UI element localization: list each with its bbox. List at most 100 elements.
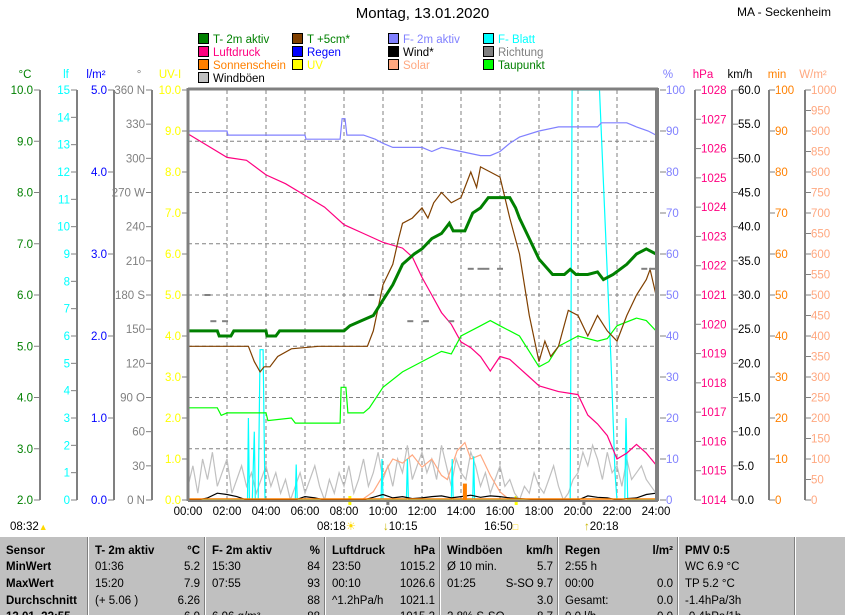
axis-tick-label-hum: 70	[666, 208, 679, 220]
cell-value: 1015.2	[399, 561, 435, 573]
legend-swatch	[483, 33, 494, 44]
axis-unit-uv: UV-I	[159, 69, 181, 81]
legend-item: Solar	[388, 59, 430, 72]
axis-tick-label-uv: 7.0	[165, 208, 181, 220]
left-time: 08:32▲	[10, 521, 48, 534]
header-label: Regen	[565, 545, 601, 557]
axis-tick-label-wind: 50.0	[738, 153, 760, 165]
table-cell: 6.96 g/m³ 88	[206, 609, 326, 615]
axis-tick-label-pres: 1020	[701, 319, 727, 331]
axis-tick-label-lf: 14	[57, 112, 70, 124]
column-3: Luftdruck hPa 23:50 1015.2 00:10 1026.6 ^1.2hP…	[325, 537, 441, 615]
column-sensor: Sensor MinWert MaxWert Durchschnitt 13.01. 2…	[0, 537, 88, 615]
x-tick-label: 14:00	[447, 506, 476, 518]
axis-tick-label-lf: 6	[64, 331, 70, 343]
axis-tick-label-lf: 5	[64, 358, 70, 370]
cell-left: 6.96 g/m³	[212, 609, 261, 615]
axis-tick-label-hum: 10	[666, 454, 679, 466]
axis-tick-label-wind: 25.0	[738, 324, 760, 336]
axis-tick-label-solar: 350	[811, 352, 830, 364]
table-cell: (+ 5.06 ) 6.26	[89, 593, 206, 609]
axis-tick-label-lf: 1	[64, 468, 70, 480]
axis-tick-label-solar: 100	[811, 454, 830, 466]
legend-item: Taupunkt	[483, 59, 545, 72]
legend-label: T +5cm*	[307, 34, 350, 46]
series-windb-en-line	[187, 443, 657, 503]
sunset-label: 16:50	[484, 521, 513, 533]
table-header: T- 2m aktiv °C	[89, 543, 206, 559]
axis-tick-label-lf: 9	[64, 249, 70, 261]
axis-tick-label-solar: 600	[811, 249, 830, 261]
table-cell: 2:55 h	[559, 559, 679, 575]
axis-tick-label-temp: 2.0	[17, 495, 33, 507]
series-luftdruck-line	[187, 133, 657, 466]
axis-tick-label-dir: 30	[132, 461, 145, 473]
axis-tick-label-pres: 1016	[701, 436, 727, 448]
axis-tick-label-hum: 30	[666, 372, 679, 384]
axis-tick-label-lf: 2	[64, 440, 70, 452]
axis-tick-label-wind: 30.0	[738, 290, 760, 302]
header-unit: %	[309, 545, 320, 557]
cell-left: 15:30	[212, 561, 241, 573]
axis-tick-label-uv: 5.0	[165, 290, 181, 302]
table-cell: 1015.2	[326, 609, 441, 615]
axis-tick-label-pres: 1021	[701, 290, 727, 302]
cell-value: 1026.6	[399, 578, 435, 590]
table-header: F- 2m aktiv%	[206, 543, 326, 559]
table-header: Luftdruck hPa	[326, 543, 441, 559]
axis-tick-label-hum: 80	[666, 167, 679, 179]
legend-label: Richtung	[498, 47, 544, 59]
cell-value: 1021.1	[399, 595, 435, 607]
table-cell: 15:30 84	[206, 559, 326, 575]
axis-tick-label-lf: 3	[64, 413, 70, 425]
header-label: F- 2m aktiv	[212, 545, 273, 557]
cell-left: Ø 10 min.	[447, 561, 497, 573]
axis-tick-label-dir: 240	[126, 222, 145, 234]
axis-tick-label-hum: 50	[666, 290, 679, 302]
series-f-2m-aktiv-line	[188, 118, 657, 157]
header-unit: l/m²	[652, 545, 673, 557]
axis-tick-label-dir: 360 N	[114, 85, 145, 97]
x-tick-label: 00:00	[174, 506, 203, 518]
cell-value: 8.7	[537, 609, 553, 615]
cell-value: 84	[307, 561, 320, 573]
axis-tick-label-dir: 0 N	[127, 495, 145, 507]
cell-left: WC 6.9 °C	[685, 561, 740, 573]
axis-tick-label-dir: 210	[126, 256, 145, 268]
legend-swatch	[388, 59, 399, 70]
cell-value: 0.0	[657, 578, 673, 590]
column-empty	[795, 537, 845, 615]
legend-label: Luftdruck	[213, 47, 261, 59]
axis-tick-label-solar: 650	[811, 229, 830, 241]
axis-tick-label-sun: 40	[775, 331, 788, 343]
axis-tick-label-pres: 1015	[701, 466, 727, 478]
legend-swatch	[292, 33, 303, 44]
legend-item: T +5cm*	[292, 33, 350, 46]
axis-tick-label-sun: 20	[775, 413, 788, 425]
sunset-time: 16:50□	[484, 521, 518, 534]
moonrise-time: ↑20:18	[584, 521, 619, 534]
axis-unit-dir: °	[137, 69, 142, 81]
axis-tick-label-solar: 500	[811, 290, 830, 302]
axis-tick-label-pres: 1017	[701, 407, 727, 419]
table-header: Regen l/m²	[559, 543, 679, 559]
axis-tick-label-rain: 0.0	[91, 495, 107, 507]
legend-label: Windböen	[213, 73, 265, 85]
legend-item: Luftdruck	[198, 46, 260, 59]
left-time-label: 08:32	[10, 521, 39, 533]
table-cell: -0.4hPa/1h	[679, 609, 796, 615]
axis-tick-label-pres: 1014	[701, 495, 727, 507]
legend-item: T- 2m aktiv	[198, 33, 269, 46]
x-tick-label: 10:00	[369, 506, 398, 518]
axis-tick-label-sun: 60	[775, 249, 788, 261]
cell-left: -0.4hPa/1h	[685, 609, 741, 615]
axis-tick-label-solar: 450	[811, 311, 830, 323]
sunrise-label: 08:18	[317, 521, 346, 533]
header-label: Sensor	[6, 545, 45, 557]
axis-unit-lf: lf	[63, 69, 70, 81]
axis-tick-label-wind: 45.0	[738, 188, 760, 200]
legend-item: Richtung	[483, 46, 543, 59]
axis-tick-label-solar: 1000	[811, 85, 837, 97]
axis-tick-label-solar: 300	[811, 372, 830, 384]
sunset-icon: □	[512, 522, 519, 532]
